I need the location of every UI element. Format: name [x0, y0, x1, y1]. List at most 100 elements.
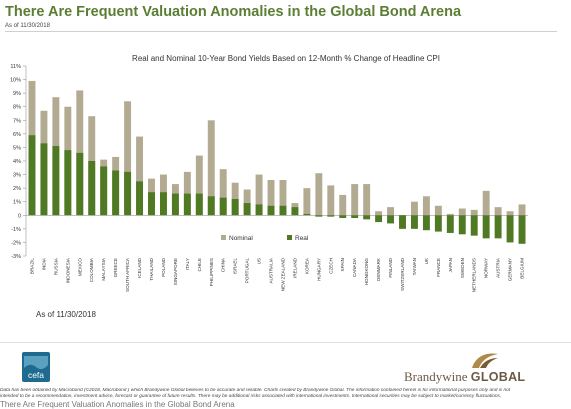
cutoff-caption: There Are Frequent Valuation Anomalies i…: [0, 400, 235, 409]
bar-real: [434, 215, 442, 232]
bar-nominal: [195, 155, 203, 216]
bar-nominal: [482, 190, 490, 216]
bar-nominal: [124, 101, 132, 216]
bar-real: [327, 215, 335, 217]
y-axis: 11% 10% 9% 8% 7% 6% 5% 4% 3% 2% 1% 0 -1% -2% -3%: [10, 64, 528, 260]
y-tick-label: 9%: [13, 91, 21, 97]
x-tick-label: NETHERLANDS: [472, 258, 477, 292]
bar-real: [399, 215, 406, 229]
bar-nominal: [315, 173, 323, 216]
bar-real: [458, 215, 466, 235]
y-tick-label: 3%: [13, 173, 21, 179]
x-tick-label: MALAYSIA: [101, 257, 106, 281]
x-tick-label: SWITZERLAND: [400, 257, 405, 291]
bar-real: [195, 193, 203, 216]
x-tick-label: FRANCE: [436, 258, 441, 277]
y-tick-label: 5%: [13, 145, 21, 151]
bar-nominal: [434, 205, 442, 216]
bar-nominal: [458, 208, 466, 216]
bar-nominal: [518, 204, 526, 216]
x-tick-label: HUNGARY: [316, 258, 321, 281]
x-tick-label: GERMANY: [508, 258, 513, 281]
bar-real: [243, 203, 251, 216]
x-tick-label: TAIWAN: [412, 258, 417, 275]
x-tick-label: SOUTH AFRICA: [125, 257, 130, 292]
bar-nominal: [506, 211, 514, 216]
y-tick-label: 10%: [10, 78, 21, 84]
x-tick-label: COLOMBIA: [89, 257, 94, 282]
x-tick-label: AUSTRIA: [496, 257, 501, 278]
bar-real: [363, 215, 371, 220]
bar-real: [470, 215, 478, 236]
title-divider: [5, 31, 557, 32]
x-tick-label: KOREA: [304, 257, 309, 274]
bar-nominal: [470, 209, 478, 216]
bond-yield-chart: Real and Nominal 10-Year Bond Yields Bas…: [10, 54, 528, 292]
x-tick-label: INDONESIA: [65, 257, 70, 283]
bar-real: [279, 205, 287, 216]
x-tick-label: GREECE: [113, 258, 118, 277]
y-tick-label: 4%: [13, 159, 21, 165]
bar-real: [148, 192, 155, 216]
x-tick-label: RUSSIA: [53, 257, 58, 275]
y-tick-label: -1%: [11, 227, 21, 233]
y-tick-label: -2%: [11, 240, 21, 246]
bar-nominal: [351, 184, 359, 216]
bar-nominal: [339, 194, 347, 216]
bar-real: [494, 215, 502, 239]
bar-real: [446, 215, 454, 233]
cefa-logo: cefa: [22, 352, 50, 382]
chart-legend: Nominal Real: [221, 235, 309, 242]
bar-real: [375, 215, 383, 223]
bar-real: [171, 193, 179, 216]
bar-real: [482, 215, 490, 239]
bar-real: [506, 215, 514, 243]
x-tick-label: UK: [424, 257, 429, 264]
bar-nominal: [494, 207, 502, 216]
bar-real: [124, 171, 132, 216]
x-tick-label: BRAZIL: [29, 258, 34, 275]
y-tick-label: 2%: [13, 186, 21, 192]
bar-nominal: [231, 182, 239, 216]
x-tick-label: CHILE: [197, 258, 202, 272]
bar-real: [351, 215, 359, 218]
bar-real: [207, 196, 215, 216]
x-tick-label: NORWAY: [484, 258, 489, 278]
bar-real: [255, 204, 263, 216]
legend-nominal-swatch: [221, 235, 226, 240]
bar-nominal: [422, 196, 430, 216]
bar-series: [28, 80, 526, 244]
bar-real: [231, 199, 239, 216]
bar-nominal: [255, 174, 263, 216]
bar-real: [410, 215, 418, 229]
bar-real: [387, 215, 395, 224]
bar-nominal: [363, 184, 371, 216]
bar-real: [291, 207, 299, 216]
brandywine-mark-icon: [472, 353, 498, 368]
bar-real: [136, 181, 144, 216]
y-tick-label: -3%: [11, 254, 21, 260]
x-tick-label: PORTUGAL: [245, 258, 250, 284]
bar-nominal: [243, 189, 251, 216]
legend-nominal-label: Nominal: [229, 235, 253, 242]
x-tick-label: ISRAEL: [233, 258, 238, 275]
bar-real: [518, 215, 526, 244]
x-tick-label: NEW ZEALAND: [280, 257, 285, 291]
x-tick-label: CHINA: [221, 257, 226, 272]
legend-real-label: Real: [295, 235, 309, 242]
bar-real: [100, 166, 108, 216]
brandywine-logo-text: Brandywine GLOBAL: [404, 369, 525, 385]
brandywine-logo-main: Brandywine: [404, 369, 468, 384]
y-tick-label: 7%: [13, 118, 21, 124]
x-tick-label: POLAND: [161, 257, 166, 277]
bar-real: [159, 192, 167, 216]
x-tick-label: CZECH: [328, 258, 333, 274]
bar-nominal: [207, 120, 215, 216]
x-tick-label: ICELAND: [137, 257, 142, 278]
bar-nominal: [327, 185, 335, 216]
chart-title: Real and Nominal 10-Year Bond Yields Bas…: [132, 54, 440, 63]
x-tick-label: CANADA: [352, 257, 357, 277]
bar-real: [303, 213, 311, 216]
bar-nominal: [279, 180, 287, 216]
disclaimer-line-1: Data has been obtained by Macrobond (©20…: [0, 388, 511, 393]
